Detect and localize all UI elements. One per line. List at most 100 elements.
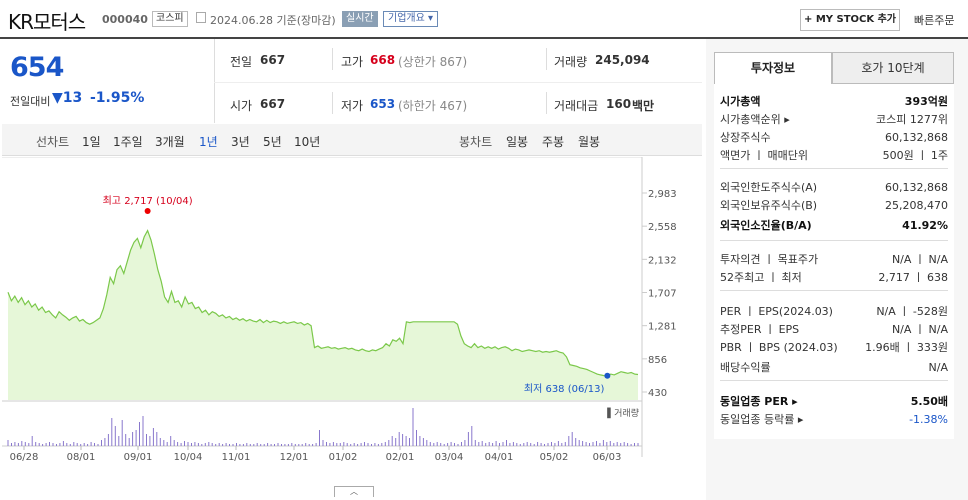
info-row-value: 393억원 <box>904 95 948 108</box>
period-tab-bar <box>2 124 702 156</box>
x-tick-label: 08/01 <box>67 452 96 463</box>
prev-close-value: 667 <box>260 53 286 67</box>
info-row-key: 추정PER ㅣ EPS <box>720 323 800 336</box>
info-row-key: 52주최고 ㅣ 최저 <box>720 271 802 284</box>
info-row: 외국인한도주식수(A) 60,132,868 <box>720 180 948 196</box>
tab-daily-candle[interactable]: 일봉 <box>506 135 529 149</box>
low-label: 저가 <box>341 99 364 113</box>
x-tick-label: 11/01 <box>222 452 251 463</box>
tab-1week[interactable]: 1주일 <box>113 135 143 149</box>
tab-weekly-candle[interactable]: 주봉 <box>542 135 565 149</box>
tab-1day[interactable]: 1일 <box>82 135 101 149</box>
info-row-key: 배당수익률 <box>720 361 771 374</box>
volume-label: 거래량 <box>554 55 588 69</box>
max-point-marker <box>144 208 151 214</box>
company-info-dropdown[interactable]: 기업개요 ▾ <box>383 11 438 27</box>
info-row-key: 시가총액 <box>720 95 761 108</box>
quick-order-button[interactable]: 빠른주문 <box>914 14 955 27</box>
market-badge: 코스피 <box>152 11 188 27</box>
price-line <box>7 229 639 377</box>
prev-close-label: 전일 <box>230 55 253 69</box>
amount-unit: 백만 <box>632 99 655 113</box>
x-tick-label: 09/01 <box>124 452 153 463</box>
x-tick-label: 02/01 <box>386 452 415 463</box>
info-row: 상장주식수 60,132,868 <box>720 130 948 146</box>
cell-divider <box>546 92 547 114</box>
x-tick-label: 03/04 <box>435 452 464 463</box>
min-label: 최저 638 (06/13) <box>524 383 605 395</box>
max-label: 최고 2,717 (10/04) <box>103 195 193 207</box>
info-row-key: 투자의견 ㅣ 목표주가 <box>720 253 819 266</box>
info-row-value: 5.50배 <box>910 395 948 408</box>
info-row-key: PBR ㅣ BPS (2024.03) <box>720 341 838 354</box>
info-section-divider <box>720 240 948 241</box>
tab-3month[interactable]: 3개월 <box>155 135 185 149</box>
tab-monthly-candle[interactable]: 월봉 <box>578 135 601 149</box>
realtime-button[interactable]: 실시간 <box>342 11 378 27</box>
info-row: 배당수익률 N/A <box>720 360 948 376</box>
tab-1year[interactable]: 1년 <box>199 135 218 149</box>
y-tick-label: 430 <box>648 388 667 399</box>
my-stock-add-button[interactable]: + MY STOCK 추가 <box>800 9 900 31</box>
high-value: 668 <box>370 53 396 67</box>
tab-order-book[interactable]: 호가 10단계 <box>832 52 954 84</box>
info-row-value: 500원 ㅣ 1주 <box>882 149 948 162</box>
header-divider <box>0 37 968 39</box>
price-row-divider <box>214 82 702 83</box>
x-tick-label: 10/04 <box>174 452 203 463</box>
info-row-key: 외국인소진율(B/A) <box>720 219 812 232</box>
info-row-value: 2,717 ㅣ 638 <box>878 271 948 284</box>
info-row-value: 60,132,868 <box>885 131 948 144</box>
min-point-marker <box>604 372 611 379</box>
info-row-value: 1.96배 ㅣ 333원 <box>865 341 948 354</box>
lower-limit: (하한가 467) <box>398 99 468 113</box>
info-row: PBR ㅣ BPS (2024.03) 1.96배 ㅣ 333원 <box>720 340 948 356</box>
info-row: 동일업종 PER ▸ 5.50배 <box>720 394 948 410</box>
info-row: 동일업종 등락률 ▸ -1.38% <box>720 412 948 428</box>
info-row-key: 동일업종 PER ▸ <box>720 395 798 408</box>
tab-10year[interactable]: 10년 <box>294 135 321 149</box>
stock-name: KR모터스 <box>8 10 86 34</box>
info-section-divider <box>720 168 948 169</box>
info-row-key: 외국인보유주식수(B) <box>720 199 818 212</box>
high-label: 고가 <box>341 55 364 69</box>
info-row-key: 동일업종 등락률 ▸ <box>720 413 804 426</box>
info-section-divider <box>720 290 948 291</box>
info-row: 시가총액순위 ▸ 코스피 1277위 <box>720 112 948 128</box>
info-row-value: 41.92% <box>902 219 948 232</box>
info-row-value: -1.38% <box>909 413 948 426</box>
x-tick-label: 12/01 <box>280 452 309 463</box>
info-row: 외국인보유주식수(B) 25,208,470 <box>720 198 948 214</box>
price-chart[interactable]: 2,983 2,558 2,132 1,707 1,281 856 430 최고 2,717 … <box>2 157 702 467</box>
y-tick-label: 856 <box>648 355 667 366</box>
cell-divider <box>332 48 333 70</box>
info-row: 액면가 ㅣ 매매단위 500원 ㅣ 1주 <box>720 148 948 164</box>
change-value: ▼13 <box>52 90 83 106</box>
info-section-divider <box>720 380 948 381</box>
chart-collapse-toggle[interactable]: ︿ <box>334 486 374 497</box>
tab-5year[interactable]: 5년 <box>263 135 282 149</box>
info-row: 시가총액 393억원 <box>720 94 948 110</box>
tab-investment-info[interactable]: 투자정보 <box>714 52 832 84</box>
info-row-key: 상장주식수 <box>720 131 771 144</box>
candle-chart-label: 봉차트 <box>459 135 493 149</box>
open-value: 667 <box>260 97 286 111</box>
tab-3year[interactable]: 3년 <box>231 135 250 149</box>
info-row: 외국인소진율(B/A) 41.92% <box>720 218 948 234</box>
low-value: 653 <box>370 97 396 111</box>
info-row-value: N/A ㅣ -528원 <box>876 305 948 318</box>
stock-code: 000040 <box>102 13 148 26</box>
info-row-key: 시가총액순위 ▸ <box>720 113 790 126</box>
y-tick-label: 2,983 <box>648 189 677 200</box>
y-tick-label: 1,281 <box>648 322 677 333</box>
volume-value: 245,094 <box>595 53 650 67</box>
info-row: 추정PER ㅣ EPS N/A ㅣ N/A <box>720 322 948 338</box>
info-row: PER ㅣ EPS(2024.03) N/A ㅣ -528원 <box>720 304 948 320</box>
info-row-value: N/A ㅣ N/A <box>891 323 948 336</box>
info-row-value: N/A <box>928 361 948 374</box>
upper-limit: (상한가 867) <box>398 55 468 69</box>
open-label: 시가 <box>230 99 253 113</box>
change-rate: -1.95% <box>90 90 145 106</box>
cell-divider <box>546 48 547 70</box>
